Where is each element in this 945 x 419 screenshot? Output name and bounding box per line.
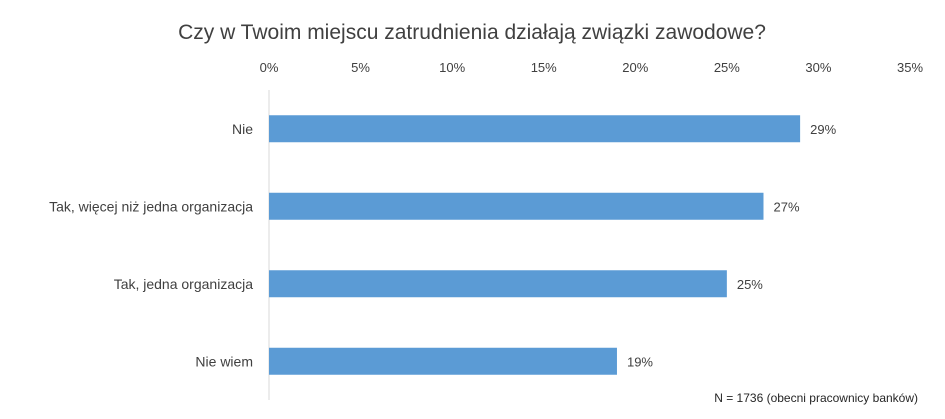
- bar: [269, 270, 727, 298]
- bar: [269, 192, 764, 220]
- x-tick-label: 5%: [351, 60, 370, 75]
- bars: Nie 29% Tak, więcej niż jedna organizacja 2…: [49, 115, 837, 375]
- x-tick-label: 20%: [622, 60, 648, 75]
- category-label: Nie: [232, 121, 253, 137]
- bar: [269, 115, 801, 143]
- category-label: Tak, więcej niż jedna organizacja: [49, 198, 253, 214]
- category-label: Nie wiem: [195, 353, 253, 369]
- x-tick-label: 15%: [531, 60, 557, 75]
- x-tick-label: 35%: [897, 60, 923, 75]
- x-tick-label: 30%: [805, 60, 831, 75]
- data-label: 29%: [810, 122, 836, 137]
- data-label: 25%: [737, 277, 763, 292]
- x-tick-label: 25%: [714, 60, 740, 75]
- data-label: 19%: [627, 354, 653, 369]
- data-label: 27%: [773, 199, 799, 214]
- category-label: Tak, jedna organizacja: [114, 276, 254, 292]
- chart-title: Czy w Twoim miejscu zatrudnienia działaj…: [178, 21, 766, 44]
- sample-size-note: N = 1736 (obecni pracownicy banków): [714, 391, 918, 405]
- x-axis-ticks: 0% 5% 10% 15% 20% 25% 30% 35%: [260, 60, 924, 75]
- x-tick-label: 10%: [439, 60, 465, 75]
- bar: [269, 347, 617, 375]
- x-tick-label: 0%: [260, 60, 279, 75]
